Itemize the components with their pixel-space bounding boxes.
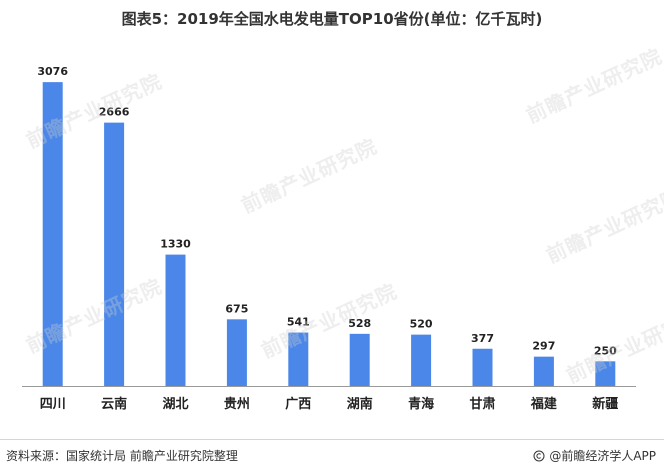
bar-chart: 3076 2666 1330 675 541 528 520 377 297 250 四川 云南 湖北… bbox=[22, 65, 636, 412]
bar-9 bbox=[595, 361, 616, 386]
brand-text: @前瞻经济学人APP bbox=[549, 449, 656, 463]
data-label-9: 250 bbox=[594, 344, 617, 357]
data-label-6: 520 bbox=[410, 318, 433, 331]
footer: 资料来源：国家统计局 前瞻产业研究院整理 @前瞻经济学人APP bbox=[0, 439, 664, 468]
chart-title: 图表5：2019年全国水电发电量TOP10省份(单位：亿千瓦时) bbox=[121, 10, 543, 28]
bar-2 bbox=[165, 254, 186, 386]
data-label-2: 1330 bbox=[160, 238, 191, 251]
category-label-7: 甘肃 bbox=[469, 396, 495, 412]
data-labels-group: 3076 2666 1330 675 541 528 520 377 297 250 bbox=[37, 65, 617, 357]
copyright-icon bbox=[533, 450, 545, 461]
category-label-5: 湖南 bbox=[347, 396, 373, 412]
bar-5 bbox=[349, 333, 370, 386]
data-label-5: 528 bbox=[348, 317, 371, 330]
bar-4 bbox=[288, 332, 309, 386]
data-label-1: 2666 bbox=[99, 106, 130, 119]
data-label-0: 3076 bbox=[37, 65, 68, 78]
data-label-8: 297 bbox=[532, 340, 555, 353]
chart-area: 3076 2666 1330 675 541 528 520 377 297 250 四川 云南 湖北… bbox=[22, 65, 636, 412]
category-label-3: 贵州 bbox=[224, 396, 250, 412]
source-text: 资料来源：国家统计局 前瞻产业研究院整理 bbox=[6, 449, 238, 463]
bar-6 bbox=[411, 334, 432, 386]
bar-1 bbox=[104, 122, 125, 386]
category-ticks-group: 四川 云南 湖北 贵州 广西 湖南 青海 甘肃 福建 新疆 bbox=[40, 396, 619, 412]
category-label-6: 青海 bbox=[408, 396, 434, 412]
data-label-4: 541 bbox=[287, 316, 310, 329]
bar-8 bbox=[533, 356, 554, 386]
data-label-3: 675 bbox=[225, 302, 248, 315]
category-label-4: 广西 bbox=[285, 396, 311, 412]
bar-7 bbox=[472, 348, 493, 386]
category-label-0: 四川 bbox=[40, 397, 66, 412]
category-label-1: 云南 bbox=[101, 396, 127, 412]
brand: @前瞻经济学人APP bbox=[533, 447, 656, 464]
category-label-8: 福建 bbox=[530, 396, 557, 412]
category-label-9: 新疆 bbox=[592, 396, 618, 412]
bar-3 bbox=[226, 319, 247, 386]
category-label-2: 湖北 bbox=[162, 397, 188, 412]
data-label-7: 377 bbox=[471, 332, 494, 345]
bar-0 bbox=[42, 82, 63, 387]
bars-group bbox=[42, 82, 616, 387]
